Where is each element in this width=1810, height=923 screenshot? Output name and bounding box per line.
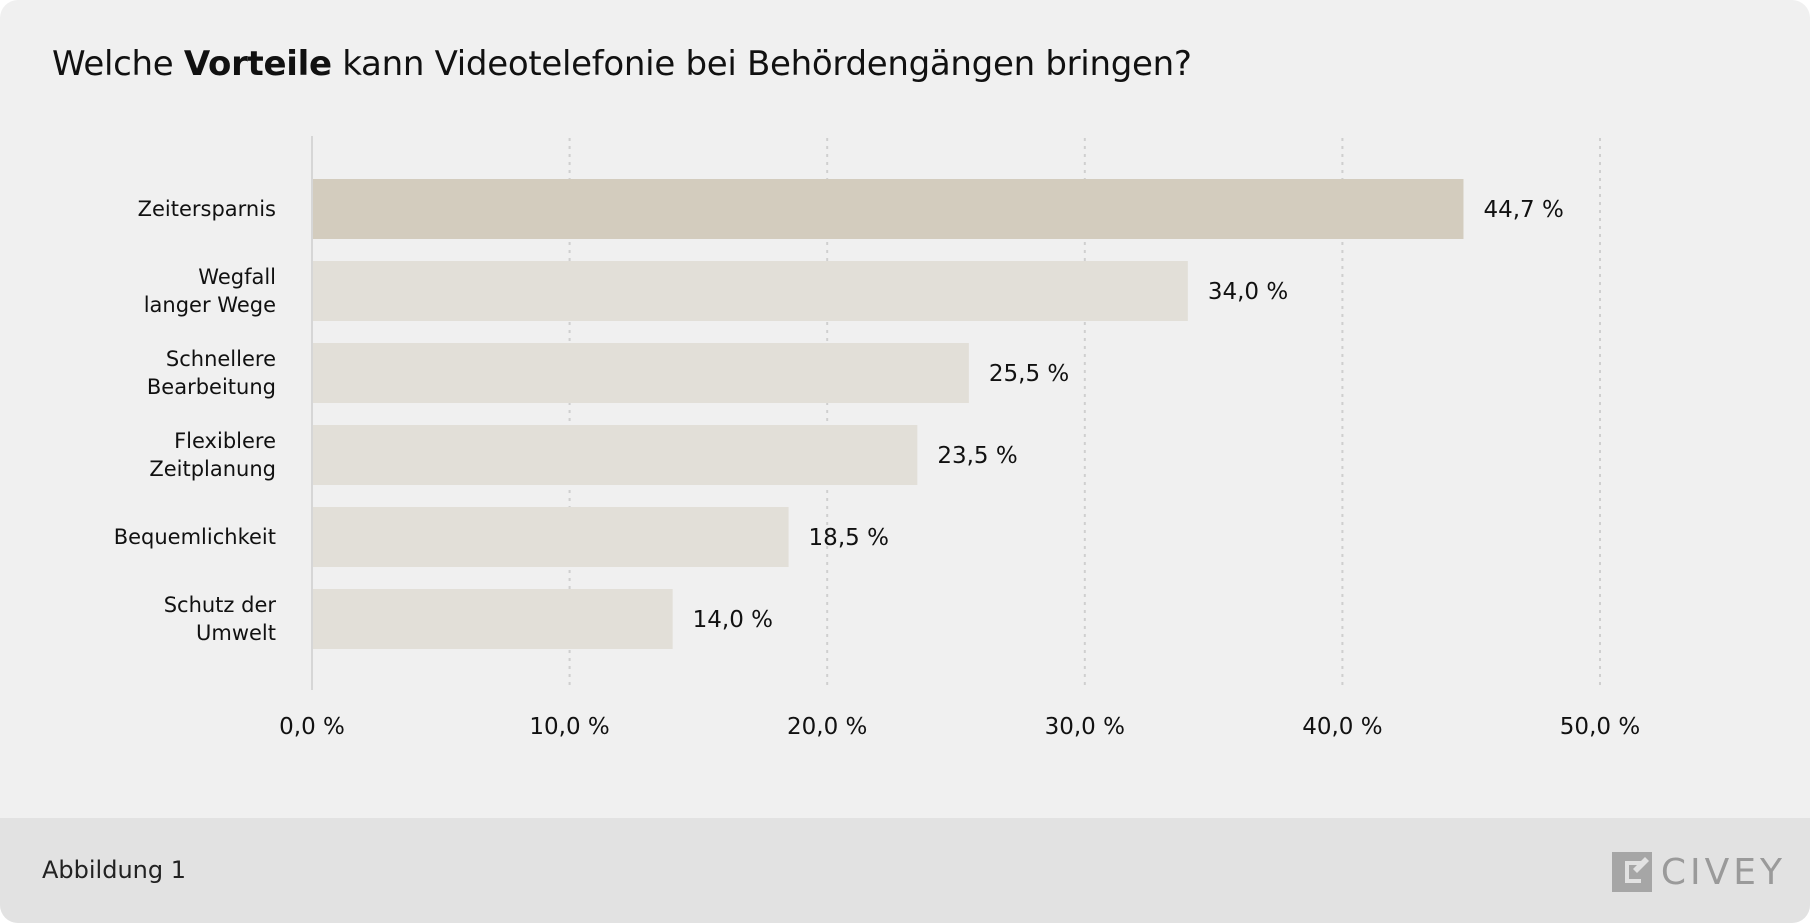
bar-chart: Zeitersparnis Wegfall langer Wege Schneller… <box>114 136 1640 740</box>
chart-title: Welche Vorteile kann Videotelefonie bei … <box>52 44 1192 84</box>
category-label-line: Umwelt <box>196 621 276 645</box>
value-label: 25,5 % <box>989 361 1069 387</box>
category-label-line: Schnellere <box>166 347 276 371</box>
value-label: 44,7 % <box>1483 197 1563 223</box>
brand-name: CIVEY <box>1660 851 1786 893</box>
category-label-line: Wegfall <box>198 265 276 289</box>
value-label: 18,5 % <box>809 525 889 551</box>
category-label: Flexiblere Zeitplanung <box>149 429 276 481</box>
title-prefix: Welche <box>52 44 184 84</box>
category-label: Schutz der Umwelt <box>164 593 277 645</box>
title-emphasis: Vorteile <box>183 44 332 84</box>
x-tick-label: 10,0 % <box>529 714 609 740</box>
bar <box>312 261 1188 321</box>
brand-logo: CIVEY <box>1611 850 1786 894</box>
category-label: Schnellere Bearbeitung <box>147 347 276 399</box>
bar <box>312 343 969 403</box>
civey-logo-icon <box>1611 852 1652 892</box>
category-label-line: Schutz der <box>164 593 277 617</box>
value-label: 23,5 % <box>937 443 1017 469</box>
x-tick-label: 0,0 % <box>279 714 345 740</box>
bar <box>312 179 1464 239</box>
x-tick-label: 20,0 % <box>787 714 867 740</box>
x-tick-label: 40,0 % <box>1302 714 1382 740</box>
category-label: Zeitersparnis <box>138 197 276 221</box>
category-label-line: Zeitplanung <box>149 457 276 481</box>
title-suffix: kann Videotelefonie bei Behördengängen b… <box>331 44 1192 84</box>
bar <box>312 589 673 649</box>
category-label-line: Zeitersparnis <box>138 197 276 221</box>
category-label-line: langer Wege <box>144 293 276 317</box>
footer-bar: Abbildung 1 CIVEY <box>0 818 1810 923</box>
value-label: 34,0 % <box>1208 279 1288 305</box>
x-tick-label: 50,0 % <box>1560 714 1640 740</box>
figure-label: Abbildung 1 <box>42 856 187 884</box>
category-label-line: Flexiblere <box>174 429 276 453</box>
category-label-line: Bearbeitung <box>147 375 276 399</box>
bar <box>312 425 918 485</box>
bar <box>312 507 789 567</box>
value-label: 14,0 % <box>693 607 773 633</box>
x-tick-label: 30,0 % <box>1045 714 1125 740</box>
category-label-line: Bequemlichkeit <box>114 525 276 549</box>
category-label: Wegfall langer Wege <box>144 265 276 317</box>
category-label: Bequemlichkeit <box>114 525 276 549</box>
